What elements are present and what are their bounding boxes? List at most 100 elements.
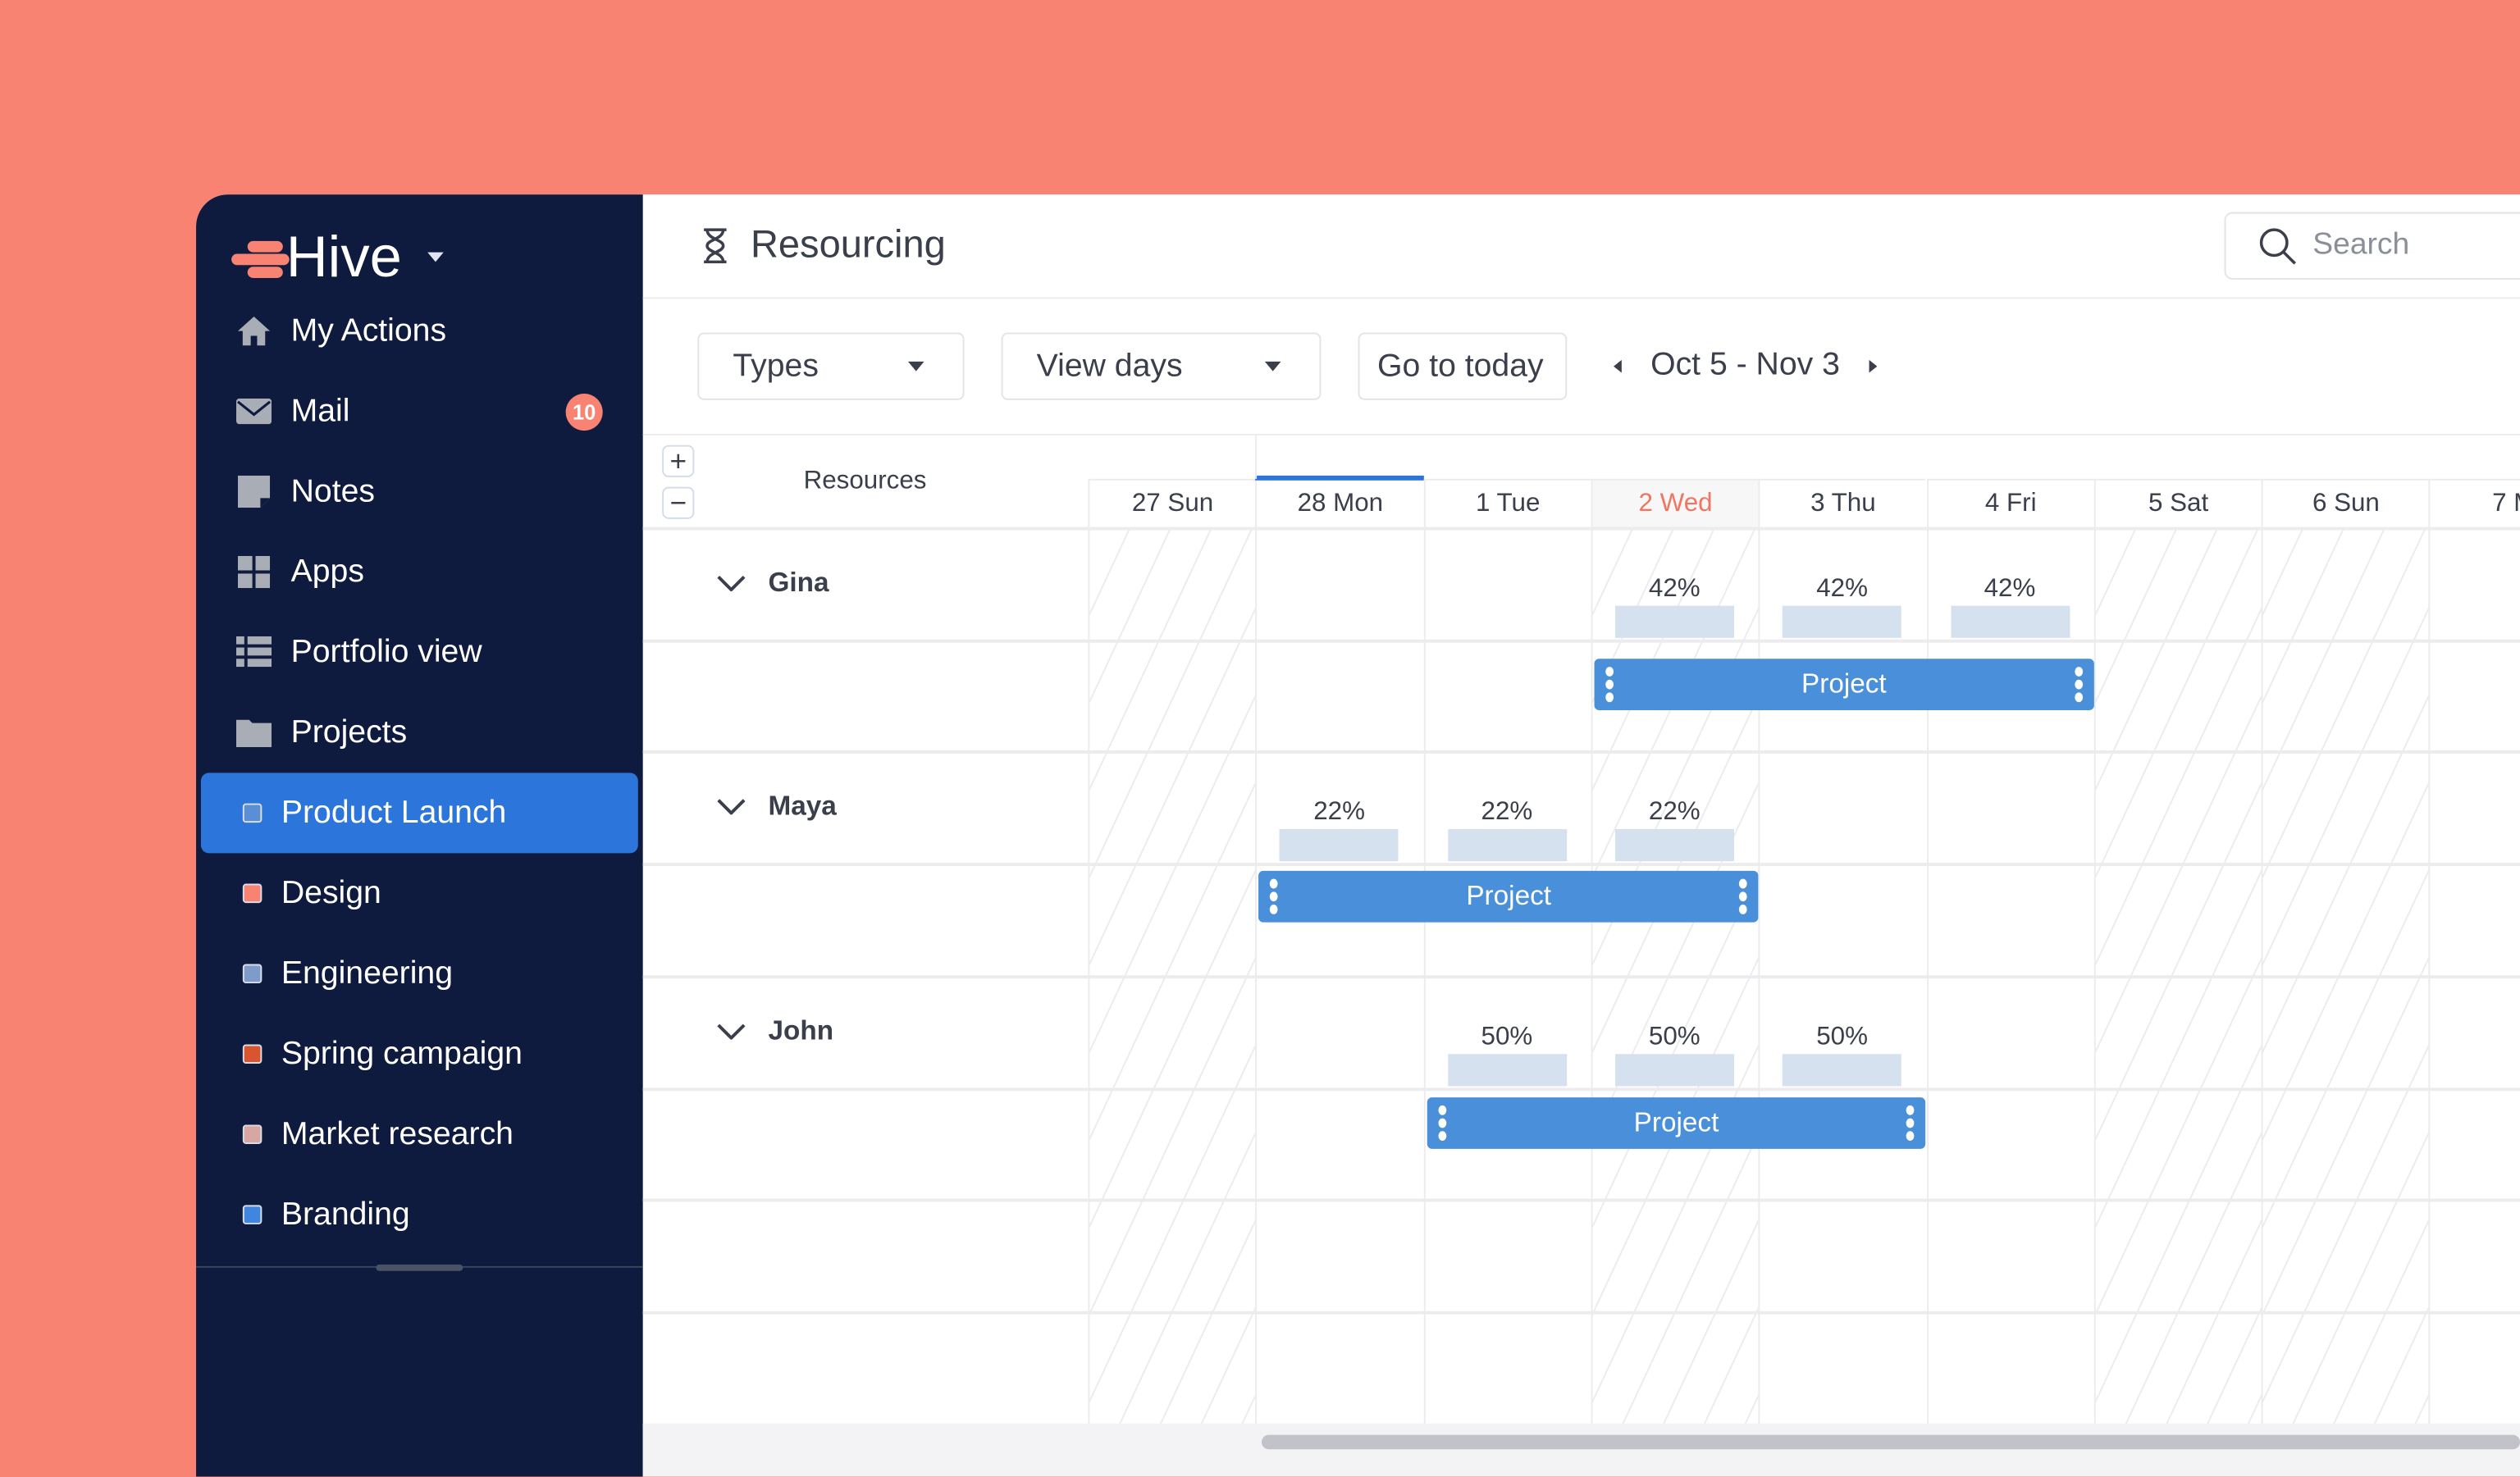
project-bar[interactable]: Project — [1258, 871, 1759, 923]
project-color-icon — [242, 1205, 262, 1224]
prev-arrow-icon[interactable] — [1614, 358, 1622, 372]
go-to-today-label: Go to today — [1377, 348, 1544, 384]
row-divider — [642, 639, 2520, 643]
sidebar: Hive My Actions Mail 10 Notes Apps Portfolio … — [196, 194, 643, 1477]
search-input[interactable]: Search — [2224, 212, 2520, 280]
chevron-down-icon — [717, 1023, 746, 1040]
zoom-in-button[interactable]: + — [662, 444, 695, 477]
day-header[interactable]: 4 Fri — [1926, 478, 2094, 529]
hourglass-icon — [704, 228, 727, 264]
mail-icon — [236, 395, 272, 427]
allocation-percent: 42% — [1648, 575, 1701, 603]
project-label: Design — [281, 874, 381, 910]
day-header[interactable]: 2 Wed — [1591, 478, 1759, 529]
allocation-percent: 22% — [1313, 799, 1365, 827]
allocation-bar — [1614, 829, 1734, 862]
day-header[interactable]: 28 Mon — [1255, 478, 1424, 529]
caret-down-icon — [1264, 361, 1281, 372]
allocation-percent: 42% — [1984, 575, 2036, 603]
sidebar-item-label: Mail — [290, 393, 350, 429]
day-header[interactable]: 3 Thu — [1758, 478, 1927, 529]
project-color-icon — [242, 1124, 262, 1144]
allocation-percent: 22% — [1648, 799, 1701, 827]
search-icon — [2259, 228, 2296, 265]
zoom-out-button[interactable]: − — [662, 486, 695, 519]
hive-logo-icon — [231, 235, 290, 280]
sidebar-project-spring-campaign[interactable]: Spring campaign — [201, 1014, 638, 1094]
resource-grid: + − Resources 27 Sun 28 Mon 1 Tue 2 Wed 3 Th… — [642, 433, 2520, 1426]
drag-handle-right-icon[interactable] — [1906, 1104, 1915, 1141]
sidebar-item-label: Portfolio view — [290, 633, 482, 670]
project-color-icon — [242, 803, 262, 823]
day-header[interactable]: 27 Sun — [1088, 478, 1256, 529]
allocation-bar — [1447, 829, 1567, 862]
date-range-nav: Oct 5 - Nov 3 — [1607, 347, 1877, 384]
sidebar-project-branding[interactable]: Branding — [201, 1174, 638, 1255]
sidebar-item-apps[interactable]: Apps — [196, 531, 643, 612]
row-divider — [642, 1311, 2520, 1315]
view-days-dropdown[interactable]: View days — [1001, 332, 1322, 400]
project-color-icon — [242, 964, 262, 984]
sidebar-item-label: Apps — [290, 553, 364, 590]
sidebar-nav: My Actions Mail 10 Notes Apps Portfolio view P… — [196, 291, 643, 1256]
go-to-today-button[interactable]: Go to today — [1358, 332, 1568, 400]
types-dropdown[interactable]: Types — [697, 332, 965, 400]
next-arrow-icon[interactable] — [1869, 358, 1877, 372]
drag-handle-left-icon[interactable] — [1605, 666, 1614, 702]
resource-row-john[interactable]: John — [717, 1015, 833, 1047]
caret-down-icon — [907, 361, 924, 372]
sidebar-item-portfolio-view[interactable]: Portfolio view — [196, 612, 643, 692]
allocation-bar — [1783, 605, 1902, 638]
project-bar[interactable]: Project — [1426, 1096, 1927, 1148]
date-range-label: Oct 5 - Nov 3 — [1650, 347, 1840, 383]
scrollbar-thumb[interactable] — [1261, 1434, 2520, 1450]
workspace-switcher[interactable]: Hive — [231, 223, 444, 290]
resource-name: Maya — [768, 791, 837, 822]
allocation-bar — [1447, 1053, 1567, 1087]
caret-down-icon — [427, 252, 444, 262]
project-label: Product Launch — [281, 794, 507, 830]
sidebar-project-engineering[interactable]: Engineering — [201, 933, 638, 1014]
drag-handle-left-icon[interactable] — [1270, 878, 1279, 914]
sidebar-item-label: My Actions — [290, 312, 447, 349]
drag-handle-left-icon[interactable] — [1437, 1104, 1446, 1141]
allocation-percent: 50% — [1648, 1023, 1701, 1051]
sidebar-item-label: Notes — [290, 472, 375, 509]
sidebar-item-my-actions[interactable]: My Actions — [196, 291, 643, 372]
project-bar[interactable]: Project — [1594, 658, 2094, 710]
resources-label: Resources — [803, 467, 927, 495]
allocation-bar — [1280, 829, 1399, 862]
resource-name: Gina — [768, 567, 829, 598]
drag-handle-right-icon[interactable] — [2074, 666, 2083, 702]
drag-handle-right-icon[interactable] — [1739, 878, 1748, 914]
sidebar-project-market-research[interactable]: Market research — [201, 1094, 638, 1174]
horizontal-scrollbar[interactable] — [642, 1423, 2520, 1477]
sidebar-item-mail[interactable]: Mail 10 — [196, 372, 643, 452]
project-label: Branding — [281, 1196, 410, 1232]
current-day-marker — [1255, 475, 1424, 481]
project-label: Spring campaign — [281, 1035, 523, 1071]
sidebar-item-notes[interactable]: Notes — [196, 452, 643, 532]
sidebar-item-label: Projects — [290, 713, 408, 750]
view-days-label: View days — [1036, 348, 1183, 384]
portfolio-icon — [236, 636, 272, 668]
resource-row-gina[interactable]: Gina — [717, 568, 829, 599]
row-divider — [642, 527, 2520, 531]
sidebar-item-projects[interactable]: Projects — [196, 692, 643, 773]
sidebar-resize-handle[interactable] — [376, 1264, 463, 1271]
sidebar-project-design[interactable]: Design — [201, 853, 638, 933]
resource-row-maya[interactable]: Maya — [717, 791, 837, 823]
day-header[interactable]: 5 Sat — [2093, 478, 2262, 529]
mail-count-badge: 10 — [565, 394, 603, 431]
types-label: Types — [733, 348, 819, 384]
day-header[interactable]: 1 Tue — [1423, 478, 1591, 529]
day-header[interactable]: 7 M — [2429, 478, 2520, 529]
chevron-down-icon — [717, 575, 746, 591]
sidebar-project-product-launch[interactable]: Product Launch — [200, 773, 638, 854]
notes-icon — [236, 475, 272, 508]
folder-icon — [236, 717, 272, 749]
day-header[interactable]: 6 Sun — [2261, 478, 2430, 529]
allocation-bar — [1950, 605, 2070, 638]
project-label: Engineering — [281, 955, 454, 991]
